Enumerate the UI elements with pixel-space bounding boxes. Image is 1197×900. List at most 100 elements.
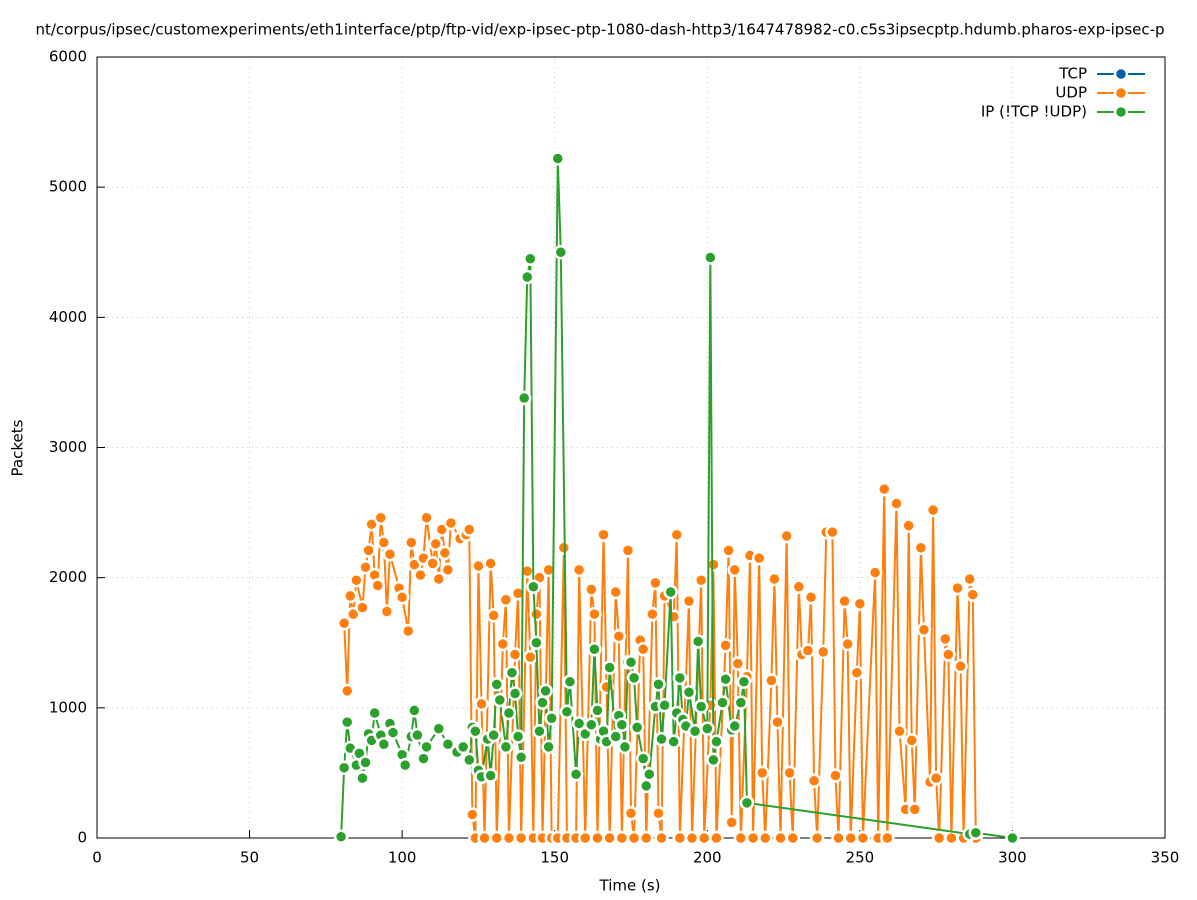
data-point	[620, 543, 636, 558]
data-point	[721, 543, 736, 558]
data-point	[413, 567, 428, 583]
x-axis-label: Time (s)	[599, 877, 661, 895]
data-point	[465, 807, 480, 822]
data-point	[474, 696, 489, 712]
data-point	[336, 760, 352, 775]
data-point	[559, 704, 575, 719]
data-point	[736, 674, 752, 690]
data-point	[944, 830, 959, 846]
data-point	[590, 830, 605, 846]
data-point	[727, 718, 742, 734]
data-point	[751, 550, 767, 566]
data-point	[532, 724, 547, 739]
data-point	[587, 642, 602, 657]
data-point	[571, 562, 587, 578]
data-point	[623, 806, 639, 821]
data-point	[645, 606, 660, 622]
data-point	[965, 587, 981, 602]
data-point	[754, 765, 770, 781]
data-point	[416, 751, 431, 766]
data-point	[745, 830, 761, 846]
data-point	[355, 770, 370, 786]
data-point	[770, 714, 785, 730]
data-point	[339, 714, 355, 730]
data-point	[513, 750, 529, 765]
data-point	[468, 724, 483, 739]
data-point	[657, 697, 672, 713]
data-point	[617, 739, 633, 755]
data-point	[730, 656, 746, 671]
data-point	[343, 588, 358, 604]
data-point	[407, 703, 422, 718]
data-point	[462, 522, 477, 537]
data-point	[486, 727, 501, 743]
data-point	[773, 830, 788, 846]
data-point	[501, 830, 517, 846]
data-point	[431, 571, 447, 587]
data-point	[953, 658, 968, 674]
data-point	[904, 733, 919, 748]
data-point	[385, 725, 401, 740]
data-point	[889, 496, 904, 511]
x-tick-label: 200	[693, 849, 722, 867]
data-point	[803, 589, 819, 605]
data-point	[928, 770, 944, 786]
data-point	[852, 596, 868, 611]
data-point	[651, 677, 666, 692]
data-point	[654, 830, 669, 846]
data-point	[800, 643, 816, 658]
data-point	[684, 830, 700, 846]
data-point	[596, 527, 611, 542]
data-point	[663, 584, 678, 600]
data-point	[639, 778, 654, 794]
data-point	[544, 710, 559, 726]
data-point	[681, 593, 697, 609]
data-point	[629, 720, 645, 735]
y-tick-label: 1000	[49, 698, 87, 716]
data-point	[809, 830, 825, 846]
y-tick-label: 6000	[49, 48, 87, 66]
data-point	[462, 752, 477, 768]
data-point	[696, 830, 712, 846]
data-point	[349, 573, 364, 588]
data-point	[700, 721, 715, 736]
data-point	[510, 729, 526, 744]
data-point	[577, 830, 593, 846]
data-point	[831, 830, 846, 846]
data-point	[513, 830, 529, 846]
data-point	[437, 545, 453, 561]
data-point	[828, 768, 843, 783]
data-point	[498, 592, 514, 608]
y-tick-label: 0	[77, 829, 87, 847]
data-point	[443, 515, 459, 531]
data-point	[782, 765, 797, 781]
data-point	[428, 536, 443, 552]
data-point	[916, 622, 932, 637]
data-point	[672, 670, 688, 686]
data-point	[483, 768, 498, 783]
data-point	[669, 527, 685, 542]
legend-marker	[1113, 66, 1129, 82]
data-point	[367, 705, 382, 721]
data-point	[825, 524, 840, 540]
data-point	[501, 705, 517, 721]
data-point	[584, 582, 599, 597]
data-point	[635, 751, 651, 766]
data-point	[376, 737, 392, 752]
data-point	[892, 724, 907, 739]
data-point	[507, 686, 523, 701]
data-point	[400, 623, 416, 639]
x-tick-label: 100	[388, 849, 417, 867]
data-point	[489, 677, 504, 692]
data-point	[1005, 830, 1020, 846]
data-point	[495, 636, 511, 652]
data-point	[587, 606, 602, 622]
data-point	[373, 510, 389, 526]
data-point	[538, 683, 553, 699]
data-point	[648, 575, 663, 591]
x-tick-label: 0	[92, 849, 102, 867]
data-point	[471, 558, 486, 574]
data-point	[333, 829, 349, 844]
data-point	[867, 565, 883, 580]
